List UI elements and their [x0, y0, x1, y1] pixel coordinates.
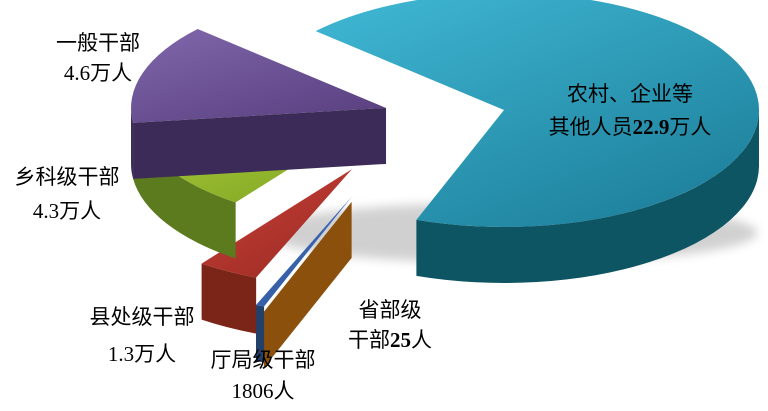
svg-text:1806人: 1806人 — [232, 379, 295, 403]
svg-text:省部级: 省部级 — [359, 298, 422, 322]
svg-text:厅局级干部: 厅局级干部 — [211, 348, 316, 372]
svg-text:其他人员22.9万人: 其他人员22.9万人 — [549, 115, 712, 139]
svg-text:农村、企业等: 农村、企业等 — [567, 82, 693, 106]
svg-text:县处级干部: 县处级干部 — [90, 305, 195, 329]
svg-text:一般干部: 一般干部 — [56, 31, 140, 55]
svg-text:4.3万人: 4.3万人 — [33, 199, 101, 223]
svg-text:干部25人: 干部25人 — [348, 328, 432, 352]
svg-text:4.6万人: 4.6万人 — [64, 61, 132, 85]
svg-text:乡科级干部: 乡科级干部 — [15, 165, 120, 189]
svg-text:1.3万人: 1.3万人 — [108, 342, 176, 366]
